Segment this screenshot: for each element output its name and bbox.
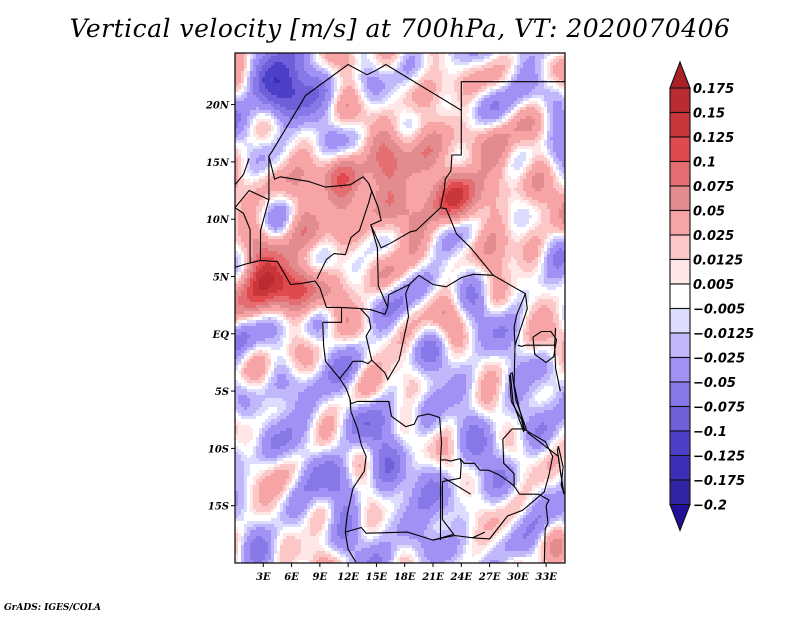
map-frame [234, 52, 566, 564]
country-border [322, 322, 341, 379]
colorbar-segment [669, 356, 691, 383]
country-border [235, 259, 261, 268]
country-border [326, 306, 389, 315]
colorbar-label: 0.025 [693, 229, 734, 244]
colorbar-label: 0.075 [693, 180, 734, 195]
country-border [444, 477, 471, 495]
colorbar-label: −0.005 [693, 303, 745, 318]
country-border [432, 531, 486, 541]
colorbar-label: −0.025 [693, 352, 745, 367]
lat-tick-label: 20N [205, 101, 230, 112]
lon-tick-label: 33E [535, 572, 557, 583]
colorbar-max-triangle [669, 60, 691, 89]
country-border [517, 328, 557, 347]
colorbar-min-triangle [669, 503, 691, 533]
country-border [235, 158, 250, 186]
country-border [370, 224, 494, 308]
lat-tick-label: 5S [215, 387, 229, 398]
country-border [459, 428, 525, 488]
lat-tick-label: 10S [208, 444, 229, 455]
country-border [554, 345, 561, 392]
lat-tick-label: 15S [208, 502, 229, 513]
lon-tick-label: 6E [284, 572, 299, 583]
lat-tick-label: EQ [212, 330, 230, 341]
grads-credit: GrADS: IGES/COLA [4, 603, 102, 613]
colorbar-label: −0.05 [693, 376, 736, 391]
colorbar-segment [669, 87, 691, 114]
lon-tick-label: 27E [478, 572, 501, 583]
colorbar-segment [669, 160, 691, 187]
lon-tick-label: 3E [256, 572, 271, 583]
colorbar-label: −0.175 [693, 474, 745, 489]
plot-title: Vertical velocity [m/s] at 700hPa, VT: 2… [69, 14, 731, 43]
country-border [344, 399, 367, 563]
lon-tick-label: 21E [421, 572, 444, 583]
lat-tick-label: 15N [206, 158, 230, 169]
lon-tick-label: 9E [313, 572, 328, 583]
lon-tick-label: 24E [450, 572, 473, 583]
country-border [368, 183, 441, 249]
colorbar-segment [669, 111, 691, 138]
colorbar-segment [669, 209, 691, 236]
colorbar-label: 0.175 [693, 82, 734, 97]
country-border [235, 63, 554, 540]
colorbar-label: 0.1 [693, 156, 716, 171]
country-border [513, 485, 550, 563]
colorbar-segment [669, 381, 691, 408]
lake-outline [509, 371, 527, 433]
country-border [513, 293, 526, 346]
country-border [460, 81, 565, 111]
lake-outline [556, 445, 565, 495]
colorbar-label: −0.125 [693, 450, 745, 465]
velocity-field [235, 53, 565, 563]
country-border [268, 155, 370, 188]
colorbar-segment [669, 307, 691, 334]
country-borders [235, 63, 565, 563]
lat-tick-label: 10N [206, 215, 230, 226]
colorbar: 0.175 0.15 0.125 0.1 0.075 0.05 0.025 0.0125 0.0… [669, 60, 754, 533]
lon-tick-label: 15E [366, 572, 388, 583]
colorbar-segment [669, 258, 691, 285]
colorbar-label: 0.05 [693, 205, 725, 220]
colorbar-label: −0.075 [693, 401, 745, 416]
country-border [316, 183, 373, 280]
lon-tick-label: 30E [507, 572, 529, 583]
country-border [339, 308, 373, 400]
country-border [235, 207, 251, 263]
colorbar-segment [669, 332, 691, 359]
colorbar-segment [669, 185, 691, 212]
country-border [260, 259, 328, 308]
longitude-axis: 3E 6E 9E 12E 15E 18E 21E 24E 27E 30E 33E [256, 563, 557, 583]
colorbar-label: −0.0125 [693, 327, 754, 342]
country-border [259, 199, 270, 261]
colorbar-label: −0.2 [693, 499, 727, 514]
lon-tick-label: 18E [394, 572, 416, 583]
country-border [371, 284, 410, 381]
lake-outline [532, 330, 558, 364]
colorbar-segment [669, 430, 691, 457]
colorbar-segment [669, 283, 691, 310]
colorbar-segment [669, 136, 691, 163]
colorbar-label: 0.15 [693, 107, 725, 122]
colorbar-label: 0.125 [693, 131, 734, 146]
lat-tick-label: 5N [213, 272, 230, 283]
colorbar-segment [669, 479, 691, 506]
colorbar-segment [669, 405, 691, 432]
lon-tick-label: 12E [337, 572, 359, 583]
colorbar-label: 0.005 [693, 278, 734, 293]
colorbar-segment [669, 454, 691, 481]
latitude-axis: 20N 15N 10N 5N EQ 5S 10S 15S [205, 101, 235, 513]
colorbar-label: 0.0125 [693, 254, 743, 269]
colorbar-label: −0.1 [693, 425, 727, 440]
colorbar-segment [669, 234, 691, 261]
